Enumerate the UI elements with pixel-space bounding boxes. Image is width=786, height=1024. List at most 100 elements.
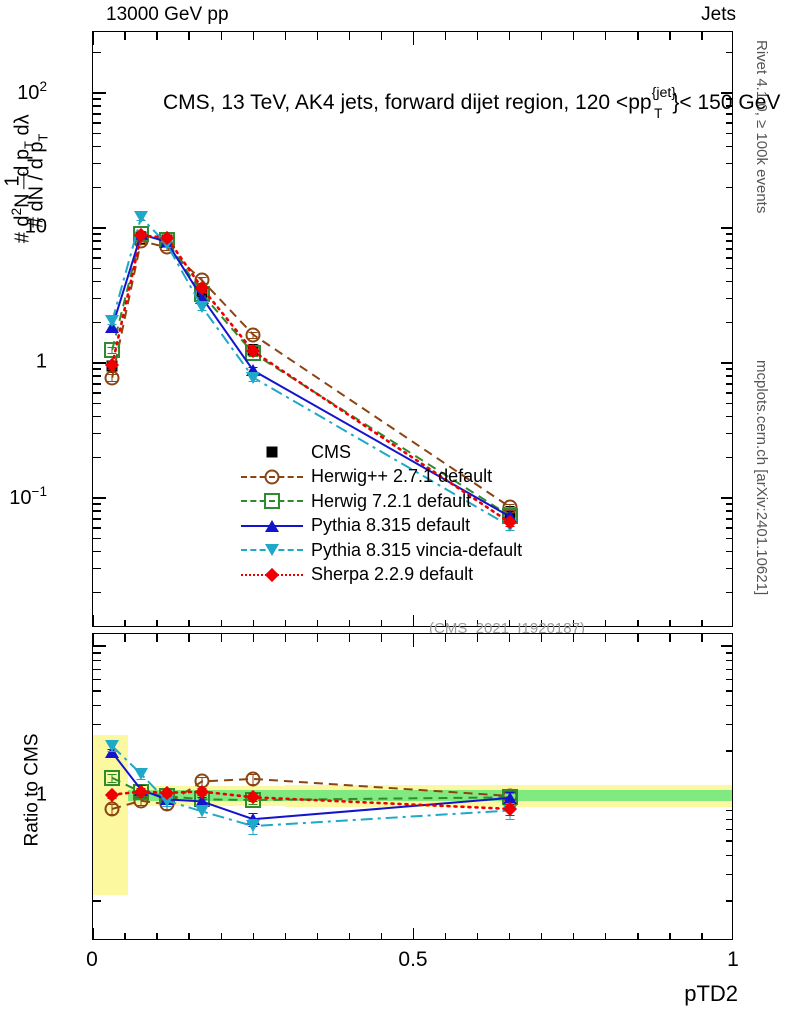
axis-tick bbox=[412, 928, 415, 939]
error-bar-cap bbox=[107, 781, 117, 783]
axis-tick bbox=[726, 402, 732, 405]
ratio-plot-panel bbox=[92, 633, 733, 940]
error-bar-cap bbox=[197, 290, 207, 292]
y-tick-label-10: 10 bbox=[24, 215, 47, 238]
legend-key-herwig7 bbox=[241, 490, 303, 512]
axis-tick bbox=[156, 933, 158, 939]
axis-tick bbox=[573, 634, 575, 642]
axis-tick bbox=[93, 497, 106, 499]
axis-tick bbox=[726, 652, 732, 654]
axis-tick bbox=[380, 933, 383, 939]
axis-tick bbox=[93, 518, 101, 520]
axis-tick bbox=[93, 98, 101, 100]
error-bar-cap bbox=[197, 277, 207, 279]
legend-label-cms: CMS bbox=[311, 441, 351, 462]
error-bar-cap bbox=[107, 774, 117, 776]
error-bar-cap bbox=[107, 804, 117, 806]
axis-tick bbox=[93, 113, 101, 115]
axis-tick bbox=[476, 620, 479, 626]
legend-entry-herwigpp[interactable]: Herwig++ 2.7.1 default bbox=[241, 465, 522, 490]
axis-tick bbox=[541, 933, 543, 939]
axis-tick bbox=[721, 227, 732, 229]
axis-tick bbox=[93, 615, 94, 626]
axis-tick bbox=[726, 659, 732, 662]
axis-tick bbox=[93, 162, 101, 165]
legend-entry-cms[interactable]: CMS bbox=[241, 440, 522, 465]
axis-tick bbox=[93, 383, 101, 385]
axis-tick bbox=[726, 900, 732, 902]
error-bar-cap bbox=[107, 361, 117, 363]
axis-tick bbox=[252, 620, 254, 626]
error-bar bbox=[201, 277, 203, 284]
legend-label-herwig7: Herwig 7.2.1 default bbox=[311, 490, 472, 511]
axis-tick bbox=[93, 659, 101, 662]
x-tick-label-0p5: 0.5 bbox=[398, 948, 428, 971]
axis-tick bbox=[93, 92, 106, 94]
error-bar-cap bbox=[248, 793, 258, 795]
error-bar-cap bbox=[107, 346, 117, 348]
axis-tick bbox=[316, 933, 319, 939]
error-bar-cap bbox=[197, 285, 207, 287]
axis-tick bbox=[605, 620, 607, 626]
plot-title: CMS, 13 TeV, AK4 jets, forward dijet reg… bbox=[163, 85, 781, 122]
axis-tick bbox=[726, 567, 732, 570]
error-bar-cap bbox=[197, 817, 207, 819]
axis-tick bbox=[444, 32, 447, 40]
legend-key-herwigpp bbox=[241, 466, 303, 488]
error-bar-cap bbox=[162, 250, 172, 252]
error-bar-cap bbox=[248, 331, 258, 333]
axis-tick bbox=[93, 503, 101, 505]
series-line-pythia-8-315-vincia-default bbox=[111, 215, 511, 527]
error-bar-cap bbox=[505, 803, 515, 805]
axis-tick bbox=[93, 432, 101, 435]
axis-tick bbox=[93, 392, 101, 394]
axis-tick bbox=[726, 456, 732, 459]
error-bar-cap bbox=[197, 788, 207, 790]
axis-tick bbox=[726, 704, 732, 707]
axis-tick bbox=[508, 32, 511, 40]
axis-tick bbox=[726, 321, 732, 324]
legend-label-vincia: Pythia 8.315 vincia-default bbox=[311, 539, 523, 560]
series-line-pythia-8-315-default bbox=[111, 232, 511, 518]
axis-tick bbox=[93, 900, 101, 902]
error-bar-cap bbox=[136, 788, 146, 790]
axis-tick bbox=[726, 750, 732, 752]
legend-entry-sherpa[interactable]: Sherpa 2.2.9 default bbox=[241, 563, 522, 588]
legend-key-cms bbox=[241, 441, 303, 463]
axis-tick bbox=[726, 146, 732, 148]
axis-tick bbox=[726, 416, 732, 418]
axis-tick bbox=[669, 32, 671, 40]
error-bar-cap bbox=[248, 801, 258, 803]
axis-tick bbox=[93, 456, 101, 459]
axis-tick bbox=[444, 620, 447, 626]
y-tick-label-1e-1: 10−1 bbox=[9, 484, 47, 509]
axis-tick bbox=[444, 933, 447, 939]
axis-tick bbox=[726, 527, 732, 529]
axis-tick bbox=[93, 567, 101, 570]
axis-tick bbox=[476, 634, 479, 642]
error-bar-cap bbox=[248, 338, 258, 340]
legend-key-pythia bbox=[241, 515, 303, 537]
header-left-beam: 13000 GeV pp bbox=[106, 4, 229, 25]
axis-tick bbox=[701, 620, 703, 626]
axis-tick bbox=[93, 122, 101, 124]
legend-entry-pythia[interactable]: Pythia 8.315 default bbox=[241, 514, 522, 539]
axis-tick bbox=[93, 690, 101, 692]
x-axis-title: pTD2 bbox=[684, 981, 738, 1006]
legend-entry-vincia[interactable]: Pythia 8.315 vincia-default bbox=[241, 538, 522, 563]
axis-tick bbox=[541, 620, 543, 626]
axis-tick bbox=[93, 416, 101, 418]
axis-tick bbox=[93, 723, 101, 726]
axis-tick bbox=[93, 368, 101, 370]
axis-tick bbox=[220, 933, 222, 939]
y-tick-label-1e2: 102 bbox=[17, 79, 47, 104]
legend-entry-herwig7[interactable]: Herwig 7.2.1 default bbox=[241, 489, 522, 514]
axis-tick bbox=[93, 652, 101, 654]
axis-tick bbox=[380, 620, 383, 626]
error-bar bbox=[111, 373, 113, 382]
axis-tick bbox=[726, 51, 732, 54]
axis-tick bbox=[156, 32, 158, 40]
error-bar-cap bbox=[107, 381, 117, 383]
legend: CMS Herwig++ 2.7.1 default Herwig 7.2.1 … bbox=[241, 440, 522, 587]
axis-tick bbox=[726, 105, 732, 107]
